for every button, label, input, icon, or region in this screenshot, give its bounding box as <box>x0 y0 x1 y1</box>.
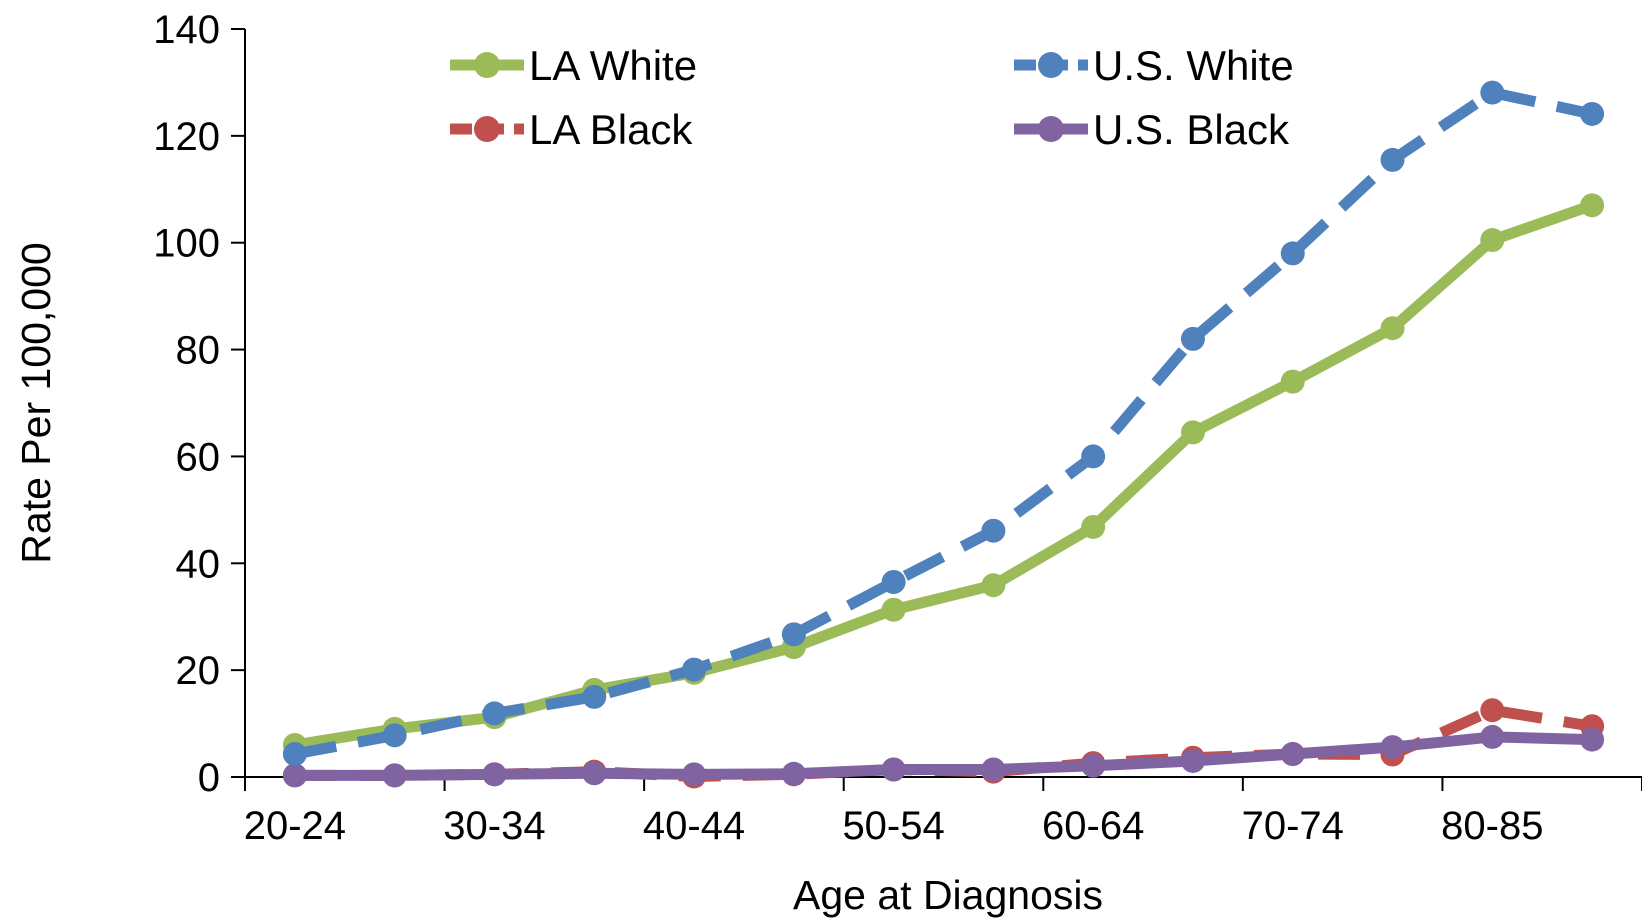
data-point-u-s-white <box>482 701 507 726</box>
y-tick-label: 140 <box>153 8 220 52</box>
series-u-s-black <box>282 724 1605 788</box>
data-point-u-s-white <box>781 622 806 647</box>
data-point-u-s-black <box>382 763 407 788</box>
x-tick-label: 40-44 <box>643 804 745 848</box>
data-point-u-s-white <box>282 742 307 767</box>
legend-label: LA Black <box>529 106 693 153</box>
legend-swatch-marker <box>474 52 500 78</box>
x-tick-label: 60-64 <box>1042 804 1144 848</box>
x-axis-ticks: 20-24 30-34 40-44 50-54 60-64 70-74 80-85 <box>244 777 1642 848</box>
legend-swatch-marker <box>1038 52 1064 78</box>
series-la-white <box>282 193 1605 757</box>
legend-item-u-s-white: U.S. White <box>1014 42 1294 89</box>
x-tick-label: 30-34 <box>443 804 545 848</box>
data-point-u-s-white <box>382 723 407 748</box>
data-point-la-white <box>981 573 1006 598</box>
series-line-u-s-black <box>294 731 1593 781</box>
data-point-u-s-black <box>981 757 1006 782</box>
x-axis-title: Age at Diagnosis <box>793 872 1103 918</box>
data-point-u-s-black <box>1180 748 1205 773</box>
data-point-u-s-black <box>1280 742 1305 767</box>
data-point-la-white <box>881 597 906 622</box>
x-tick-label: 70-74 <box>1242 804 1344 848</box>
data-point-la-white <box>1180 420 1205 445</box>
data-point-la-black <box>1480 698 1505 723</box>
data-point-u-s-black <box>482 762 507 787</box>
series-line-u-s-white <box>293 87 1594 760</box>
data-point-la-white <box>1280 369 1305 394</box>
data-point-u-s-black <box>1081 753 1106 778</box>
data-point-u-s-black <box>1480 724 1505 749</box>
y-tick-label: 80 <box>176 329 221 373</box>
x-tick-label: 80-85 <box>1441 804 1543 848</box>
data-point-u-s-white <box>881 569 906 594</box>
y-tick-label: 0 <box>198 756 220 800</box>
data-point-u-s-white <box>981 518 1006 543</box>
y-tick-label: 60 <box>176 435 221 479</box>
y-tick-label: 40 <box>176 542 221 586</box>
legend-swatch-marker <box>474 116 500 142</box>
series-u-s-white <box>282 80 1605 767</box>
legend-item-la-white: LA White <box>450 42 697 89</box>
data-point-u-s-black <box>781 761 806 786</box>
data-point-la-white <box>1580 193 1605 218</box>
data-point-la-white <box>1081 514 1106 539</box>
y-tick-label: 100 <box>153 222 220 266</box>
data-point-u-s-black <box>881 757 906 782</box>
data-point-la-white <box>1480 228 1505 253</box>
x-tick-label: 20-24 <box>244 804 346 848</box>
data-point-u-s-black <box>282 763 307 788</box>
plot-area: 0 20 40 60 80 100 120 140 20-24 30-34 40-44 50-54 6… <box>153 8 1642 848</box>
y-axis-title: Rate Per 100,000 <box>13 242 59 563</box>
legend-label: U.S. Black <box>1093 106 1290 153</box>
data-point-u-s-black <box>582 761 607 786</box>
legend-item-la-black: LA Black <box>450 106 693 153</box>
data-point-u-s-white <box>1280 241 1305 266</box>
data-point-u-s-white <box>1380 147 1405 172</box>
data-point-u-s-black <box>682 762 707 787</box>
y-tick-label: 120 <box>153 115 220 159</box>
data-point-u-s-white <box>1580 101 1605 126</box>
y-axis-ticks: 0 20 40 60 80 100 120 140 <box>153 8 245 800</box>
y-tick-label: 20 <box>176 649 221 693</box>
x-tick-label: 50-54 <box>842 804 944 848</box>
legend-label: U.S. White <box>1093 42 1294 89</box>
legend-swatch-marker <box>1038 116 1064 142</box>
data-point-u-s-black <box>1380 735 1405 760</box>
data-point-u-s-white <box>1180 326 1205 351</box>
legend-item-u-s-black: U.S. Black <box>1014 106 1290 153</box>
series-layer <box>282 80 1605 789</box>
chart-legend: LA White U.S. White LA Black U.S. Black <box>450 42 1294 153</box>
data-point-la-white <box>1380 316 1405 341</box>
data-point-u-s-white <box>1480 80 1505 105</box>
data-point-u-s-white <box>582 684 607 709</box>
data-point-u-s-white <box>1081 444 1106 469</box>
series-line-la-white <box>294 200 1594 751</box>
data-point-u-s-white <box>682 657 707 682</box>
data-point-u-s-black <box>1580 727 1605 752</box>
legend-label: LA White <box>529 42 697 89</box>
